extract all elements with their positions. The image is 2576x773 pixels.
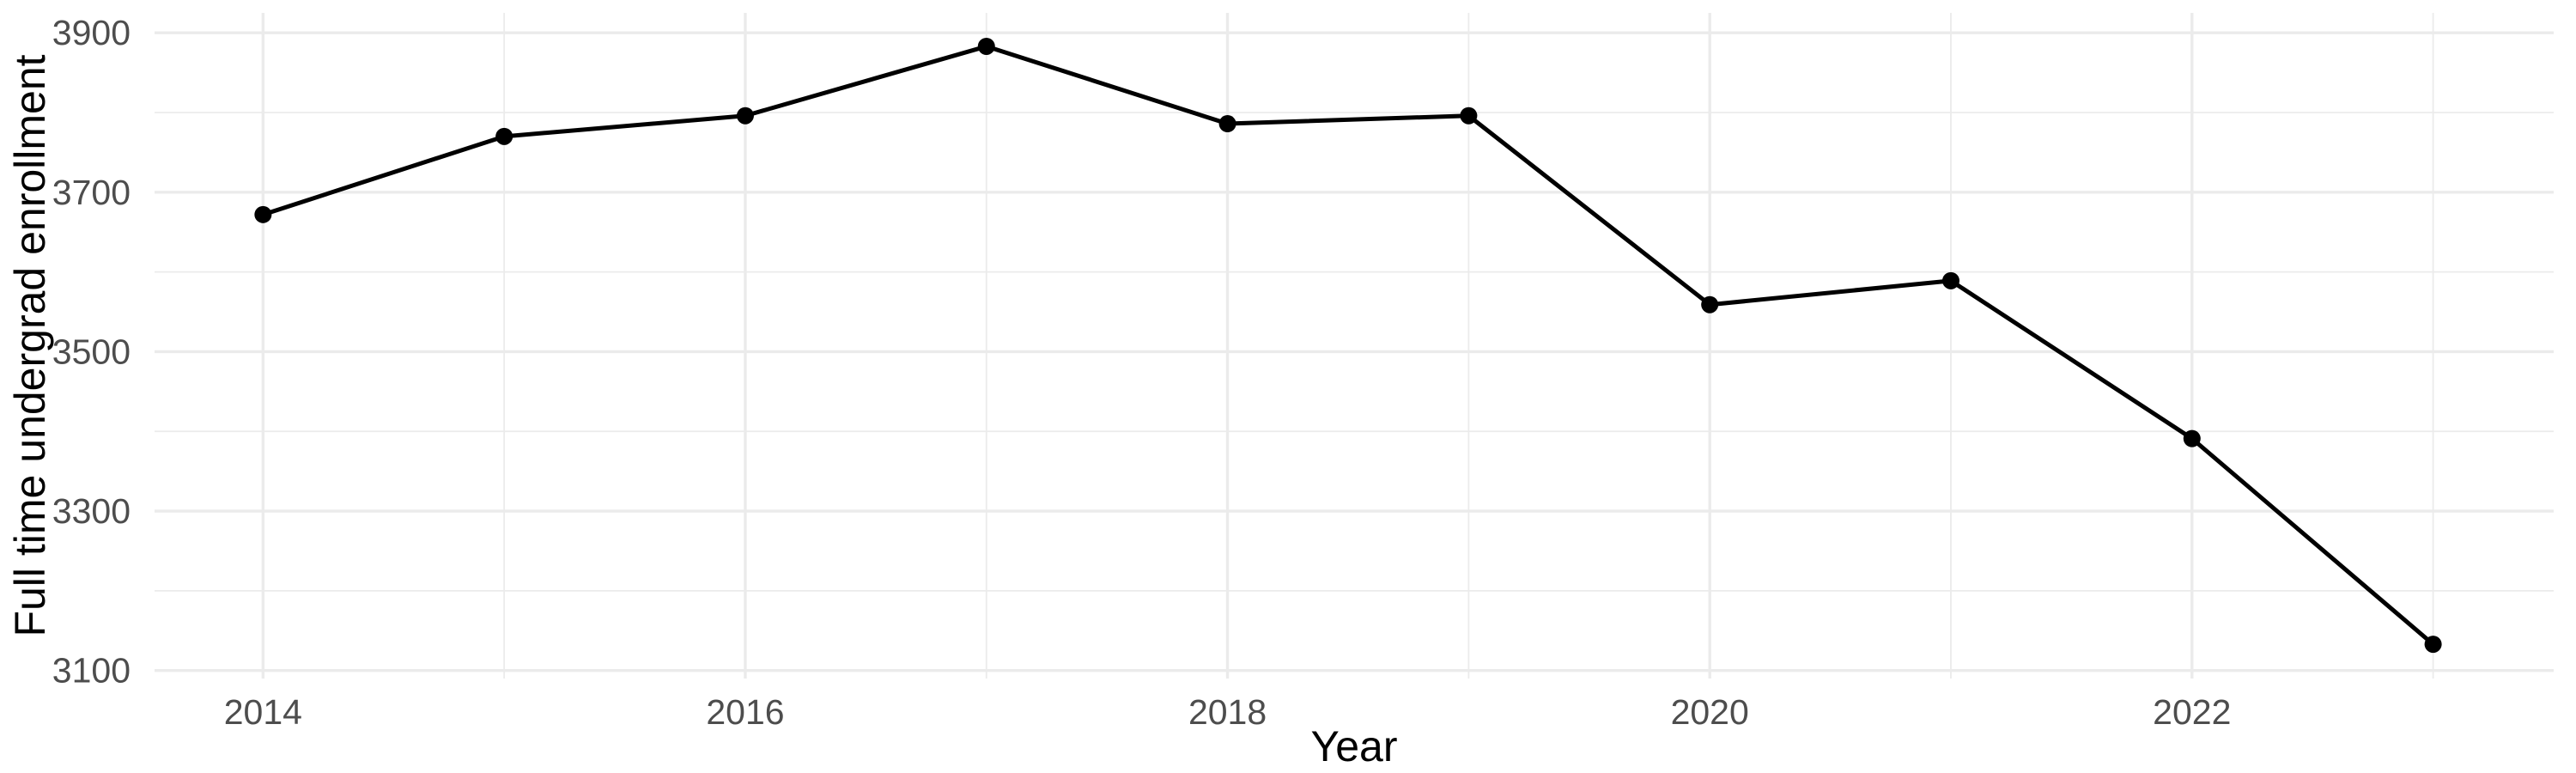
x-tick-label: 2020 bbox=[1671, 692, 1749, 732]
y-tick-label: 3900 bbox=[52, 13, 131, 52]
data-point bbox=[2424, 636, 2442, 654]
x-axis-title: Year bbox=[1310, 722, 1397, 770]
data-point bbox=[1218, 115, 1236, 133]
data-point bbox=[2183, 429, 2201, 447]
data-point bbox=[254, 205, 272, 223]
x-tick-label: 2014 bbox=[224, 692, 302, 732]
data-point bbox=[977, 37, 995, 55]
y-axis-tick-labels: 3100 3300 3500 3700 3900 bbox=[52, 13, 131, 691]
y-tick-label: 3100 bbox=[52, 651, 131, 691]
y-tick-label: 3700 bbox=[52, 173, 131, 212]
line-series bbox=[260, 44, 2436, 647]
gridlines-minor bbox=[155, 13, 2554, 679]
data-point bbox=[736, 107, 754, 125]
x-tick-label: 2016 bbox=[706, 692, 784, 732]
y-tick-label: 3300 bbox=[52, 491, 131, 531]
data-point bbox=[1701, 295, 1719, 313]
data-point bbox=[495, 127, 513, 145]
x-tick-label: 2022 bbox=[2153, 692, 2231, 732]
data-points bbox=[254, 37, 2442, 654]
data-point bbox=[1460, 107, 1478, 125]
x-tick-label: 2018 bbox=[1188, 692, 1267, 732]
enrollment-line bbox=[260, 44, 2436, 647]
x-axis-tick-labels: 2014 2016 2018 2020 2022 bbox=[224, 692, 2232, 732]
data-point bbox=[1941, 271, 1959, 289]
y-axis-title: Full time undergrad enrollment bbox=[6, 54, 54, 636]
y-tick-label: 3500 bbox=[52, 332, 131, 371]
